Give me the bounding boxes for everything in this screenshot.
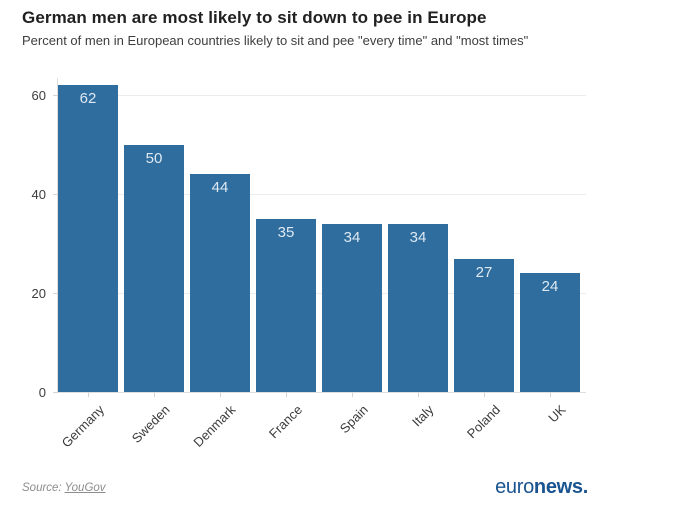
bar-value-label-spain: 34 — [343, 228, 361, 246]
x-tick-mark-denmark — [220, 392, 221, 397]
y-tick-mark-0 — [53, 392, 58, 393]
gridline-60 — [58, 95, 586, 97]
x-axis-tick-label-spain: Spain — [336, 402, 371, 437]
bar-value-label-germany: 62 — [79, 90, 97, 108]
y-axis-tick-label-40: 40 — [31, 186, 46, 202]
x-axis-tick-label-italy: Italy — [409, 402, 437, 430]
bar-chart-plot-area: 0 20 40 60 62 Germany 50 Sweden 44 Denmark 35 Franc… — [32, 78, 586, 450]
x-axis-tick-label-uk: UK — [545, 402, 569, 426]
x-axis-tick-label-denmark: Denmark — [190, 402, 239, 450]
euronews-logo: euronews. — [495, 476, 588, 499]
x-tick-mark-spain — [352, 392, 353, 397]
x-tick-mark-sweden — [154, 392, 155, 397]
bar-france: 35 — [256, 218, 316, 392]
bar-value-label-denmark: 44 — [211, 179, 229, 197]
euronews-logo-euro: euro — [495, 476, 534, 498]
bar-poland: 27 — [454, 258, 514, 392]
bar-germany: 62 — [58, 85, 118, 392]
bar-value-label-italy: 34 — [409, 228, 427, 246]
y-axis-tick-label-20: 20 — [31, 285, 46, 301]
x-axis-tick-label-poland: Poland — [463, 402, 503, 442]
bar-uk: 24 — [520, 273, 580, 392]
euronews-logo-news: news. — [533, 476, 588, 498]
y-tick-mark-40 — [53, 194, 58, 196]
bar-value-label-uk: 24 — [541, 278, 559, 296]
page-subtitle: Percent of men in European countries lik… — [22, 33, 529, 48]
page-title: German men are most likely to sit down t… — [22, 8, 487, 27]
y-axis-tick-label-0: 0 — [38, 384, 46, 400]
x-axis-tick-label-germany: Germany — [58, 402, 107, 451]
y-tick-mark-60 — [53, 95, 58, 97]
source-label: Source: YouGov — [22, 482, 106, 494]
bar-value-label-poland: 27 — [475, 263, 493, 281]
bar-sweden: 50 — [124, 144, 184, 392]
x-tick-mark-germany — [88, 392, 89, 397]
bar-value-label-france: 35 — [277, 223, 295, 241]
bar-value-label-sweden: 50 — [145, 149, 163, 167]
bar-denmark: 44 — [190, 174, 250, 392]
bar-italy: 34 — [388, 223, 448, 392]
x-axis-tick-label-sweden: Sweden — [128, 402, 173, 446]
x-tick-mark-uk — [550, 392, 551, 397]
x-axis-tick-label-france: France — [265, 402, 305, 442]
bar-spain: 34 — [322, 223, 382, 392]
x-tick-mark-poland — [484, 392, 485, 397]
x-tick-mark-italy — [418, 392, 419, 397]
source-prefix: Source: — [22, 482, 65, 494]
y-axis-tick-label-60: 60 — [31, 87, 46, 103]
y-tick-mark-20 — [53, 293, 58, 295]
x-tick-mark-france — [286, 392, 287, 397]
gridline-40 — [58, 194, 586, 196]
source-link[interactable]: YouGov — [64, 482, 106, 494]
